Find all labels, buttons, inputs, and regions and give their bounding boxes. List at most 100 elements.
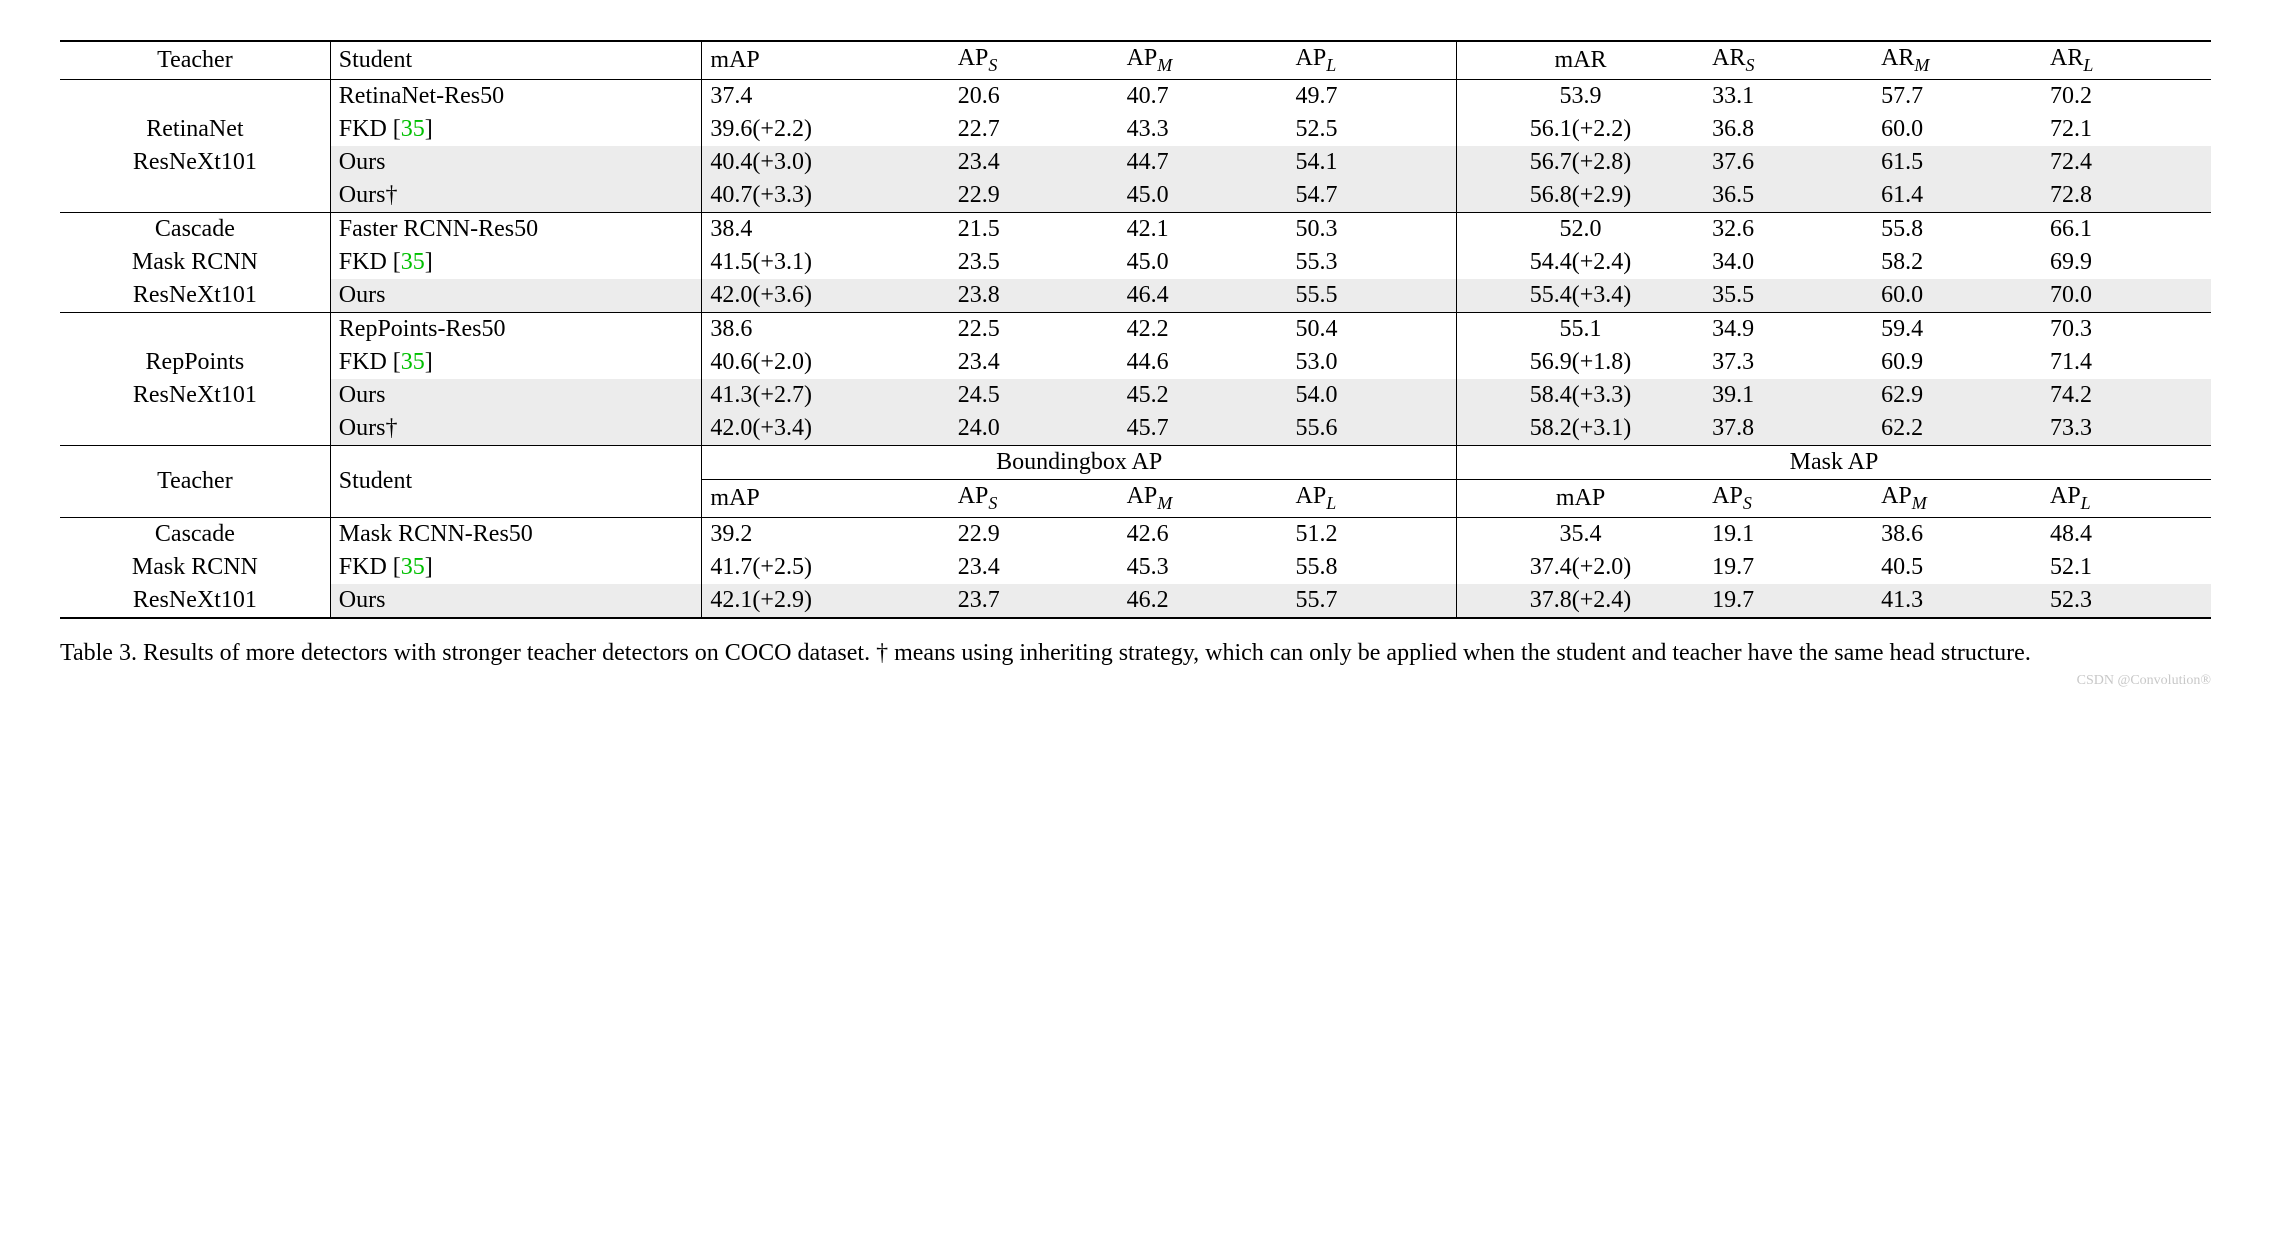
table-row: CascadeMask RCNN-Res5039.222.942.651.235… [60, 517, 2211, 551]
value-cell: 74.2 [2042, 379, 2211, 412]
value-cell: 55.7 [1288, 584, 1457, 618]
student-cell: Ours [330, 279, 702, 313]
value-cell: 21.5 [950, 212, 1119, 246]
value-cell: 50.3 [1288, 212, 1457, 246]
watermark-text: CSDN @Convolution® [60, 673, 2211, 689]
value-cell: 22.5 [950, 312, 1119, 346]
table-row: ResNeXt101Ours40.4(+3.0)23.444.754.156.7… [60, 146, 2211, 179]
col-apl: APL [1288, 41, 1457, 79]
value-cell: 55.5 [1288, 279, 1457, 313]
value-cell: 61.4 [1873, 179, 2042, 213]
value-cell: 56.1(+2.2) [1456, 113, 1704, 146]
col-map2: mAP [702, 479, 950, 517]
value-cell: 70.0 [2042, 279, 2211, 313]
col-teacher2: Teacher [60, 445, 330, 517]
table-row: Mask RCNNFKD [35]41.5(+3.1)23.545.055.35… [60, 246, 2211, 279]
value-cell: 23.5 [950, 246, 1119, 279]
col-bbox-ap: Boundingbox AP [702, 445, 1456, 479]
student-cell: Ours [330, 146, 702, 179]
value-cell: 40.6(+2.0) [702, 346, 950, 379]
table-row: RetinaNetFKD [35]39.6(+2.2)22.743.352.55… [60, 113, 2211, 146]
value-cell: 24.0 [950, 412, 1119, 446]
value-cell: 48.4 [2042, 517, 2211, 551]
value-cell: 22.9 [950, 179, 1119, 213]
col-student: Student [330, 41, 702, 79]
value-cell: 50.4 [1288, 312, 1457, 346]
col-aps3: APS [1704, 479, 1873, 517]
table-header2-row1: Teacher Student Boundingbox AP Mask AP [60, 445, 2211, 479]
student-cell: FKD [35] [330, 346, 702, 379]
value-cell: 37.4 [702, 79, 950, 113]
value-cell: 34.0 [1704, 246, 1873, 279]
value-cell: 45.2 [1119, 379, 1288, 412]
table-row: ResNeXt101Ours42.0(+3.6)23.846.455.555.4… [60, 279, 2211, 313]
student-cell: Ours† [330, 179, 702, 213]
value-cell: 46.4 [1119, 279, 1288, 313]
results-table: Teacher Student mAP APS APM APL mAR ARS … [60, 40, 2211, 619]
value-cell: 53.9 [1456, 79, 1704, 113]
value-cell: 43.3 [1119, 113, 1288, 146]
value-cell: 69.9 [2042, 246, 2211, 279]
col-mar: mAR [1456, 41, 1704, 79]
student-cell: RetinaNet-Res50 [330, 79, 702, 113]
value-cell: 44.6 [1119, 346, 1288, 379]
value-cell: 44.7 [1119, 146, 1288, 179]
value-cell: 37.4(+2.0) [1456, 551, 1704, 584]
table-row: Mask RCNNFKD [35]41.7(+2.5)23.445.355.83… [60, 551, 2211, 584]
value-cell: 42.1 [1119, 212, 1288, 246]
teacher-cell: Mask RCNN [60, 246, 330, 279]
value-cell: 57.7 [1873, 79, 2042, 113]
value-cell: 54.1 [1288, 146, 1457, 179]
value-cell: 35.4 [1456, 517, 1704, 551]
teacher-cell: ResNeXt101 [60, 279, 330, 313]
value-cell: 23.4 [950, 346, 1119, 379]
teacher-cell: Cascade [60, 212, 330, 246]
value-cell: 40.4(+3.0) [702, 146, 950, 179]
value-cell: 19.7 [1704, 551, 1873, 584]
col-apl2: APL [1288, 479, 1457, 517]
col-aps: APS [950, 41, 1119, 79]
teacher-cell: ResNeXt101 [60, 379, 330, 412]
value-cell: 49.7 [1288, 79, 1457, 113]
value-cell: 23.4 [950, 146, 1119, 179]
value-cell: 52.0 [1456, 212, 1704, 246]
table-row: ResNeXt101Ours41.3(+2.7)24.545.254.058.4… [60, 379, 2211, 412]
col-student2: Student [330, 445, 702, 517]
student-cell: Ours [330, 379, 702, 412]
teacher-cell: RepPoints [60, 346, 330, 379]
teacher-cell [60, 312, 330, 346]
value-cell: 23.7 [950, 584, 1119, 618]
value-cell: 72.1 [2042, 113, 2211, 146]
value-cell: 24.5 [950, 379, 1119, 412]
student-cell: Ours [330, 584, 702, 618]
table-row: RepPoints-Res5038.622.542.250.455.134.95… [60, 312, 2211, 346]
value-cell: 34.9 [1704, 312, 1873, 346]
value-cell: 36.8 [1704, 113, 1873, 146]
value-cell: 56.7(+2.8) [1456, 146, 1704, 179]
col-map3: mAP [1456, 479, 1704, 517]
value-cell: 52.3 [2042, 584, 2211, 618]
table-row: Ours†42.0(+3.4)24.045.755.658.2(+3.1)37.… [60, 412, 2211, 446]
value-cell: 38.4 [702, 212, 950, 246]
col-arm: ARM [1873, 41, 2042, 79]
value-cell: 55.8 [1873, 212, 2042, 246]
value-cell: 42.0(+3.4) [702, 412, 950, 446]
value-cell: 55.1 [1456, 312, 1704, 346]
value-cell: 37.3 [1704, 346, 1873, 379]
value-cell: 39.6(+2.2) [702, 113, 950, 146]
value-cell: 55.4(+3.4) [1456, 279, 1704, 313]
value-cell: 32.6 [1704, 212, 1873, 246]
value-cell: 38.6 [1873, 517, 2042, 551]
value-cell: 42.1(+2.9) [702, 584, 950, 618]
teacher-cell [60, 179, 330, 213]
value-cell: 58.2(+3.1) [1456, 412, 1704, 446]
col-ars: ARS [1704, 41, 1873, 79]
value-cell: 54.0 [1288, 379, 1457, 412]
table-row: CascadeFaster RCNN-Res5038.421.542.150.3… [60, 212, 2211, 246]
value-cell: 41.3(+2.7) [702, 379, 950, 412]
value-cell: 55.8 [1288, 551, 1457, 584]
value-cell: 41.7(+2.5) [702, 551, 950, 584]
table-row: RetinaNet-Res5037.420.640.749.753.933.15… [60, 79, 2211, 113]
table-row: ResNeXt101Ours42.1(+2.9)23.746.255.737.8… [60, 584, 2211, 618]
value-cell: 45.0 [1119, 179, 1288, 213]
